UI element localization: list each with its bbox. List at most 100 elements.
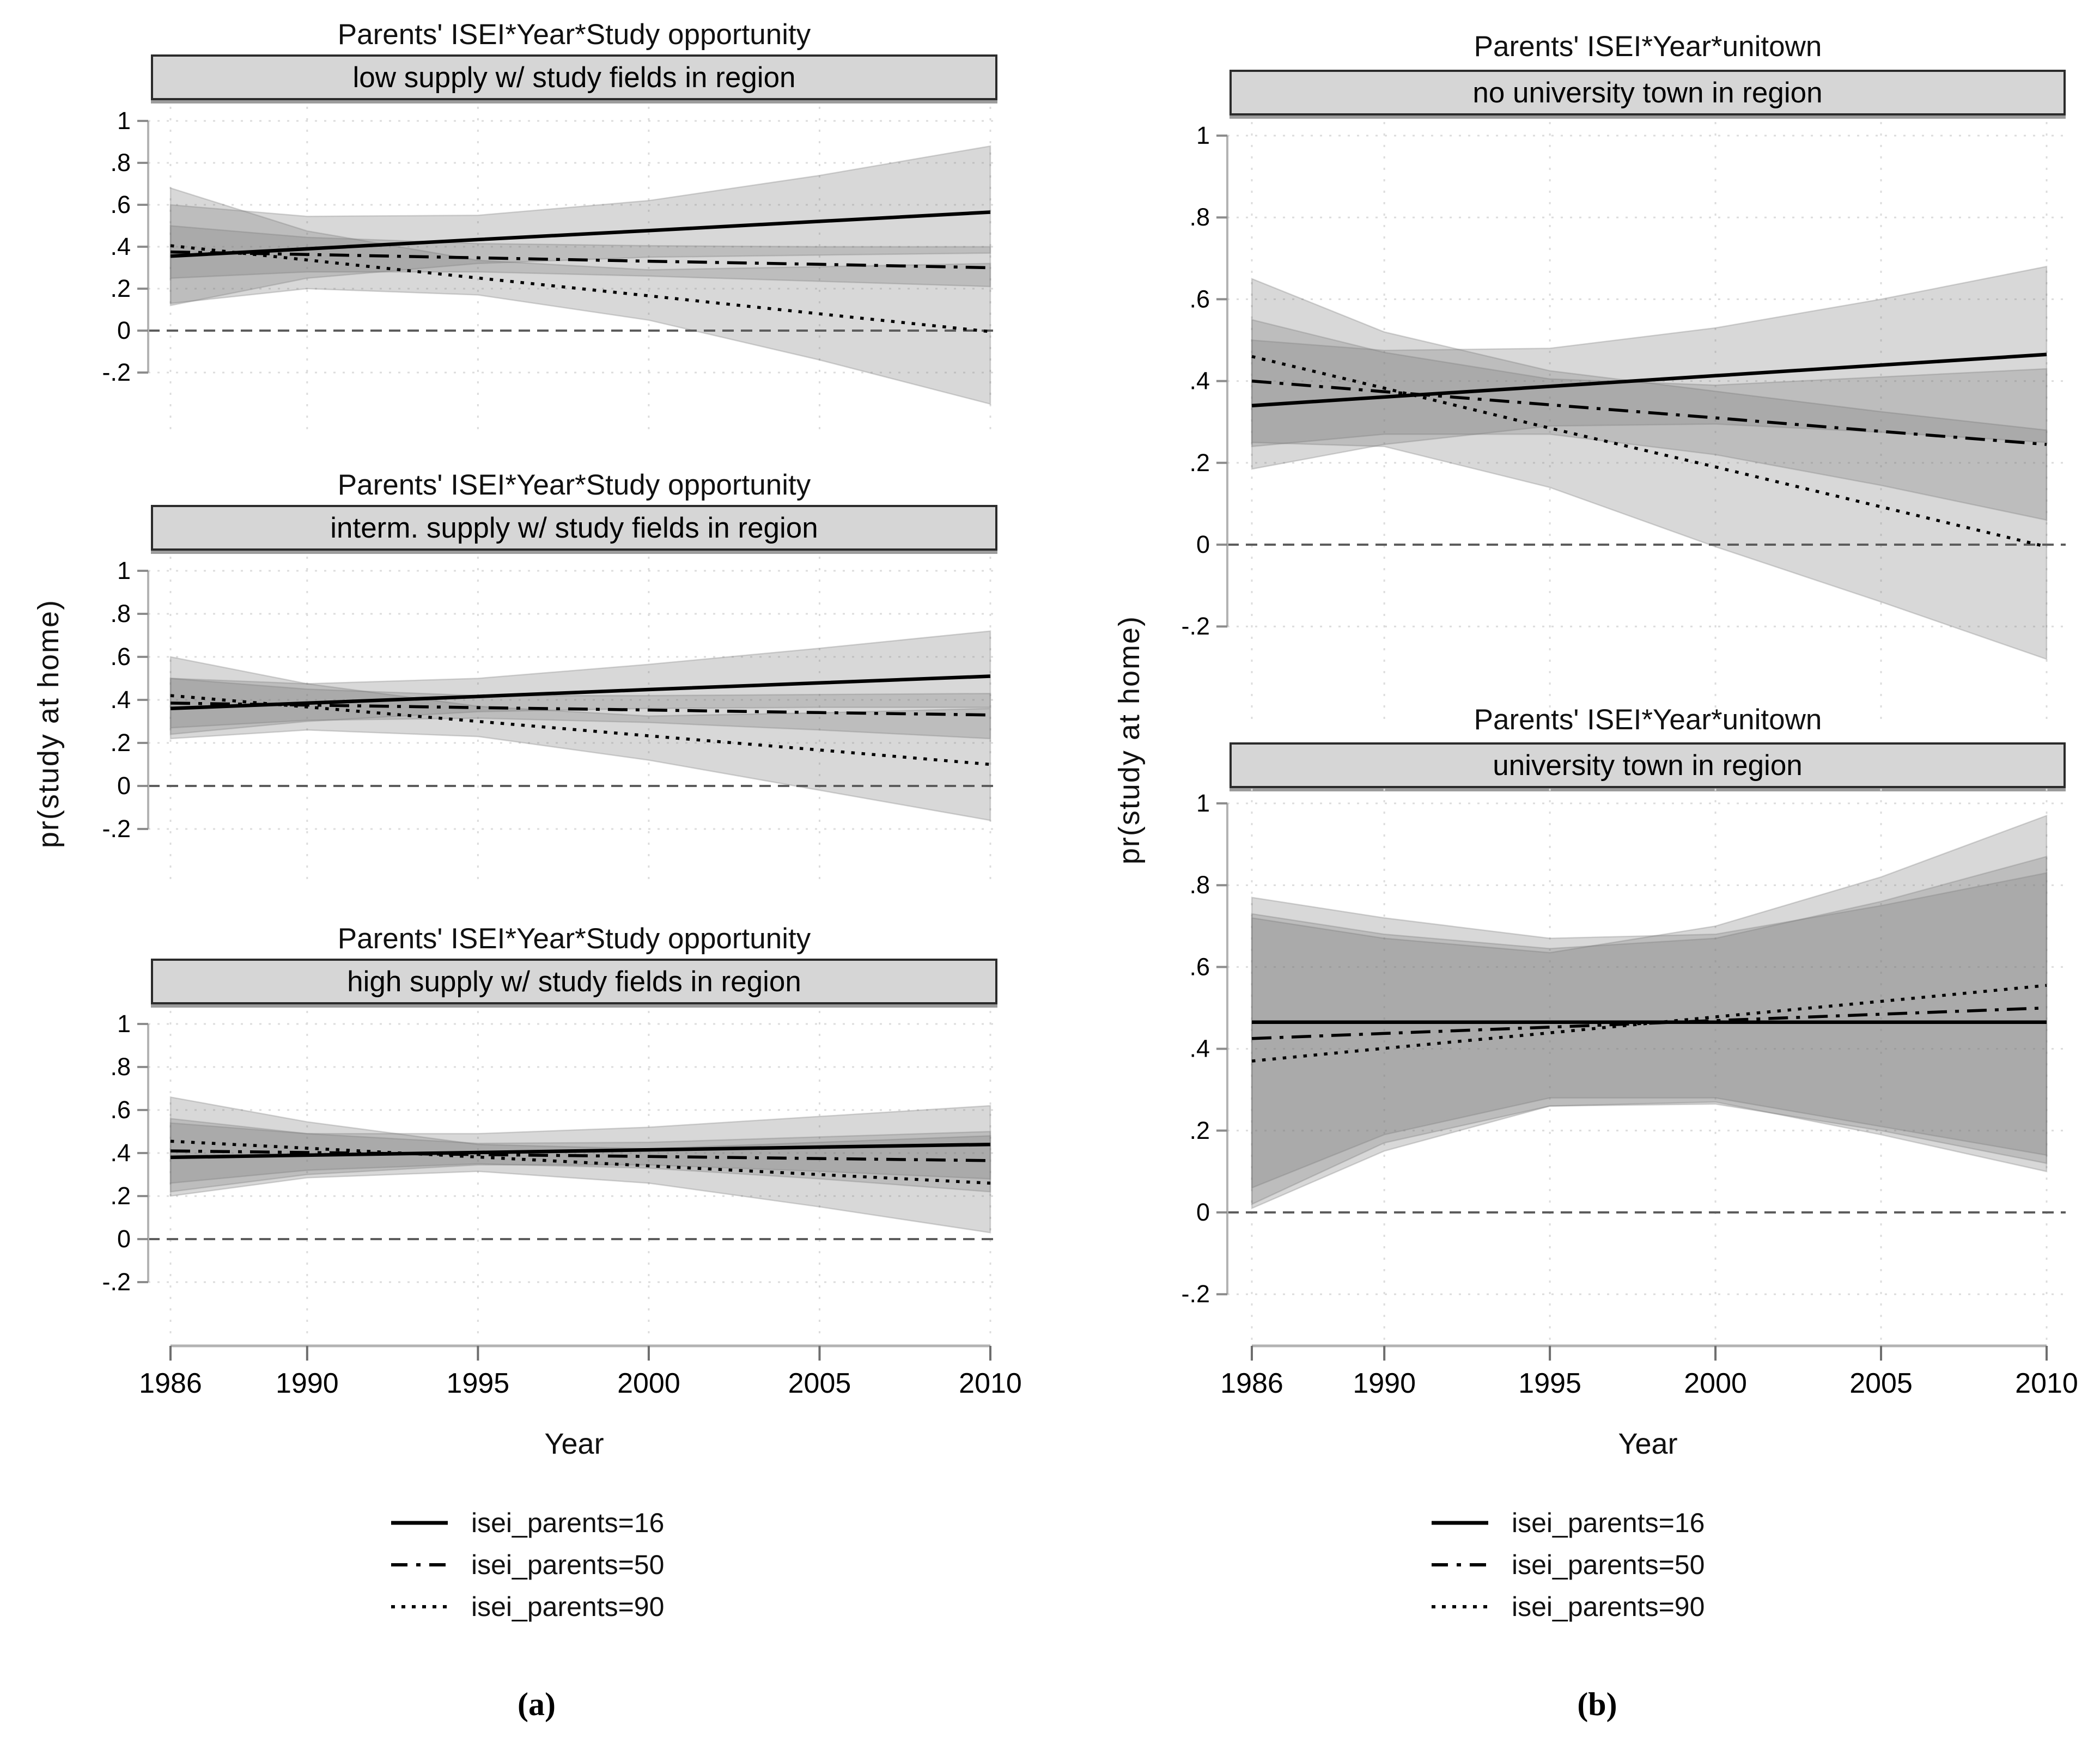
line-isei_parents=90 [170,694,991,766]
y-tick-label: 1 [117,107,131,135]
plot-area-unitown: 1 .8 .6 .4 .2 0 -.2 1986 1990 1995 2000 2005 2010 [1181,789,2078,1399]
y-tick-label: -.2 [102,358,131,386]
x-tick-label: 2000 [1684,1368,1747,1399]
y-tick-label: 0 [1196,530,1210,558]
y-tick-label: 1 [117,1010,131,1038]
y-axis: 1 .8 .6 .4 .2 0 -.2 [102,107,149,386]
legend-item-isei16: isei_parents=16 [389,1502,664,1544]
plot-area-interm-supply: 1 .8 .6 .4 .2 0 -.2 [102,557,997,888]
panel-b1-subtitle-text: no university town in region [1472,76,1823,109]
x-axis: 1986 1990 1995 2000 2005 2010 [139,1344,1022,1399]
gridlines [148,1011,997,1341]
panel-b2-subtitle-text: university town in region [1493,749,1803,782]
legend-right: isei_parents=16 isei_parents=50 isei_par… [1430,1502,1705,1627]
legend-item-isei16: isei_parents=16 [1430,1502,1705,1544]
y-tick-label: -.2 [102,1268,131,1296]
x-tick-label: 1990 [1353,1368,1416,1399]
y-tick-label: 0 [117,1225,131,1253]
y-tick-label: -.2 [1181,1280,1210,1308]
plot-area-no-unitown: 1 .8 .6 .4 .2 0 -.2 [1181,121,2066,719]
panel-a3-subtitle: high supply w/ study fields in region [151,959,997,1004]
y-tick-label: .2 [110,1182,131,1210]
legend-item-isei90: isei_parents=90 [389,1586,664,1627]
line-isei_parents=16 [1251,352,2047,407]
series-lines [170,210,991,333]
y-tick-label: .2 [110,729,131,757]
y-tick-label: 1 [1196,121,1210,149]
x-tick-label: 2005 [788,1368,851,1399]
x-tick-label: 1990 [276,1368,339,1399]
y-tick-label: 1 [1196,789,1210,817]
line-isei_parents=50 [170,1149,991,1162]
y-tick-label: .2 [1189,449,1210,477]
legend-label: isei_parents=16 [1512,1507,1705,1538]
y-tick-label: .6 [1189,285,1210,313]
y-axis: 1 .8 .6 .4 .2 0 -.2 [1181,121,1228,640]
x-tick-label: 2005 [1849,1368,1913,1399]
dashdot-line-icon [391,1563,448,1566]
x-axis-label-right: Year [1618,1428,1678,1460]
dotted-line-icon [391,1605,448,1608]
confidence-bands [169,145,991,405]
panel-b1-title: Parents' ISEI*Year*unitown [1474,31,1822,63]
y-tick-label: .6 [110,1096,131,1124]
confidence-bands [169,630,991,821]
y-tick-label: .8 [1189,871,1210,899]
legend-label: isei_parents=50 [1512,1549,1705,1580]
plot-area-low-supply: 1 .8 .6 .4 .2 0 -.2 [102,107,997,436]
dotted-line-icon [1432,1605,1488,1608]
legend-label: isei_parents=90 [1512,1591,1705,1622]
x-tick-label: 2010 [2015,1368,2078,1399]
x-tick-label: 1995 [447,1368,510,1399]
panel-a3-title: Parents' ISEI*Year*Study opportunity [337,923,811,955]
line-isei_parents=50 [170,250,991,270]
solid-line-icon [1432,1521,1488,1525]
line-isei_parents=90 [170,1139,991,1185]
subfigure-label-b: (b) [1577,1686,1617,1722]
y-tick-label: -.2 [102,815,131,843]
panel-b2-subtitle: university town in region [1229,742,2066,788]
series-lines [170,1139,991,1185]
y-tick-label: .6 [110,191,131,218]
y-tick-label: .8 [110,600,131,627]
x-tick-label: 1986 [139,1368,202,1399]
y-tick-label: .8 [1189,203,1210,231]
y-tick-label: .2 [110,275,131,302]
y-tick-label: .2 [1189,1117,1210,1144]
y-tick-label: .4 [1189,1035,1210,1063]
legend-label: isei_parents=16 [471,1507,665,1538]
panel-a2-title: Parents' ISEI*Year*Study opportunity [337,469,811,501]
x-tick-label: 2000 [617,1368,680,1399]
x-axis-label-left: Year [544,1428,604,1460]
panel-a1-subtitle-text: low supply w/ study fields in region [352,61,796,94]
y-axis-label-right: pr(study at home) [1113,615,1146,865]
line-isei_parents=16 [170,210,991,258]
panel-b1-subtitle: no university town in region [1229,70,2066,115]
x-tick-label: 1986 [1220,1368,1283,1399]
series-lines [170,674,991,766]
panel-b2-title: Parents' ISEI*Year*unitown [1474,704,1822,736]
legend-item-isei90: isei_parents=90 [1430,1586,1705,1627]
y-tick-label: .4 [110,1139,131,1167]
x-axis: 1986 1990 1995 2000 2005 2010 [1220,1344,2078,1399]
line-isei_parents=50 [170,702,991,717]
panel-a2-subtitle-text: interm. supply w/ study fields in region [330,511,818,544]
solid-line-icon [391,1521,448,1525]
legend-item-isei50: isei_parents=50 [1430,1544,1705,1586]
x-tick-label: 2010 [959,1368,1022,1399]
line-isei_parents=90 [1251,355,2047,548]
panel-a1-subtitle: low supply w/ study fields in region [151,54,997,100]
line-isei_parents=50 [1251,1006,2047,1040]
panel-a1-title: Parents' ISEI*Year*Study opportunity [337,19,811,51]
dashdot-line-icon [1432,1563,1488,1566]
y-tick-label: 0 [117,772,131,800]
y-tick-label: .4 [110,686,131,714]
gridlines [148,557,997,888]
y-tick-label: 1 [117,557,131,584]
series-lines [1251,352,2047,548]
line-isei_parents=50 [1251,379,2047,446]
confidence-bands [1251,265,2048,661]
y-tick-label: -.2 [1181,612,1210,640]
y-tick-label: 0 [1196,1198,1210,1226]
